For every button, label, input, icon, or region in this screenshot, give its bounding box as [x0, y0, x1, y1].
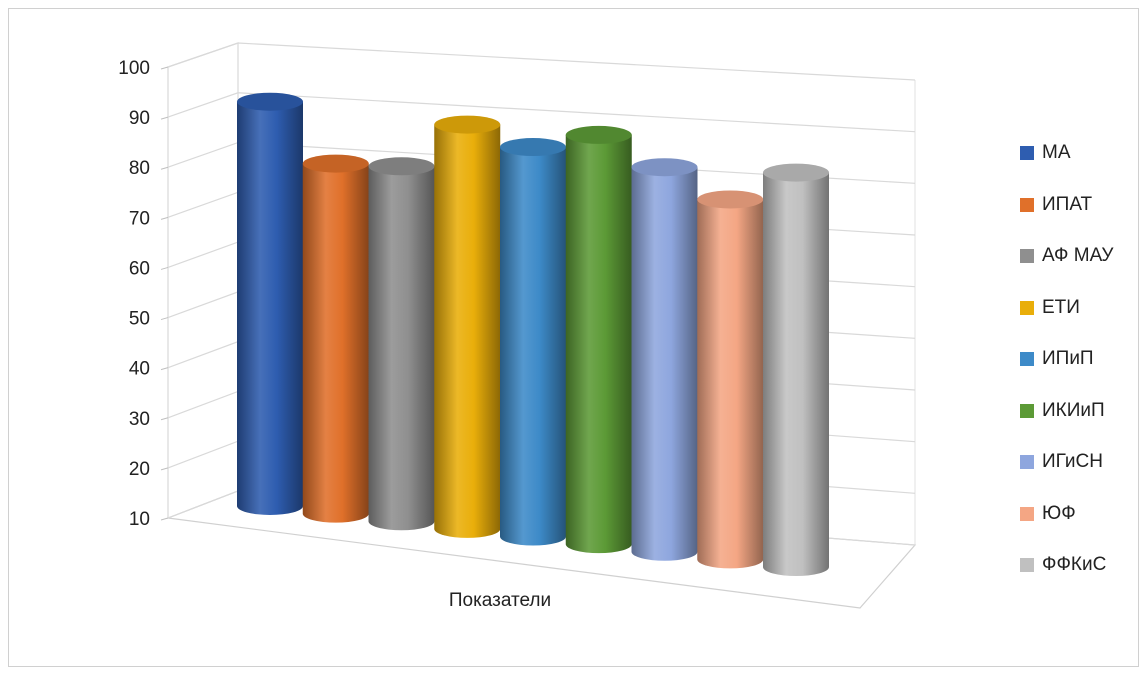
y-tick-mark	[160, 517, 169, 521]
gridline	[167, 92, 916, 133]
gridline	[167, 42, 916, 81]
y-axis-tick-labels: 10 20 30 40 50 60 70 80 90 100	[118, 58, 150, 530]
y-tick-label: 10	[129, 509, 150, 530]
bar-2	[302, 154, 369, 523]
legend-swatch	[1020, 352, 1034, 366]
bar-top	[631, 158, 698, 177]
bar-top	[302, 154, 369, 173]
y-tick-label: 70	[129, 208, 150, 229]
legend-swatch	[1020, 506, 1034, 521]
y-tick-mark	[160, 367, 169, 371]
bar-top	[368, 157, 435, 176]
y-tick-label: 60	[129, 258, 150, 279]
legend-item: ЕТИ	[1020, 297, 1080, 319]
legend-label: ФФКиС	[1042, 554, 1107, 575]
y-tick-mark	[160, 266, 169, 270]
bar-top	[237, 92, 303, 111]
bar-top	[697, 190, 764, 209]
y-tick-mark	[160, 166, 169, 170]
bar-9	[763, 163, 829, 576]
y-tick-label: 40	[129, 359, 150, 380]
legend-item: ИПАТ	[1020, 194, 1092, 216]
legend-swatch	[1020, 249, 1034, 263]
bar-body	[763, 172, 829, 576]
legend-swatch	[1020, 300, 1034, 315]
legend-label: АФ МАУ	[1042, 245, 1114, 266]
bar-5	[500, 138, 566, 546]
bar-1	[237, 92, 303, 515]
bar-body	[368, 166, 435, 531]
legend-label: ИПАТ	[1042, 193, 1093, 215]
legend-label: ЮФ	[1042, 502, 1076, 524]
bar-body	[565, 134, 632, 554]
bar-body	[697, 199, 764, 569]
legend-swatch	[1020, 146, 1034, 160]
legend-item: ЮФ	[1020, 503, 1076, 525]
legend-swatch	[1020, 558, 1034, 572]
legend-item: ИПиП	[1020, 348, 1094, 370]
y-tick-mark	[160, 317, 169, 321]
side-wall	[167, 42, 239, 519]
y-tick-label: 100	[118, 58, 150, 79]
bar-top	[763, 163, 829, 182]
legend-item: АФ МАУ	[1020, 245, 1114, 267]
bar-body	[237, 101, 303, 515]
legend-swatch	[1020, 455, 1034, 469]
y-tick-mark	[160, 66, 169, 70]
y-tick-label: 30	[129, 409, 150, 430]
y-tick-label: 20	[129, 459, 150, 480]
y-tick-mark	[160, 467, 169, 471]
bar-body	[302, 163, 369, 523]
bar-body	[500, 147, 566, 546]
legend-label: ИПиП	[1042, 348, 1094, 369]
y-tick-label: 80	[129, 158, 150, 179]
y-tick-label: 90	[129, 108, 150, 129]
bar-8	[697, 190, 764, 569]
legend-label: ИКИиП	[1042, 399, 1105, 421]
legend-label: ЕТИ	[1042, 296, 1080, 318]
legend-item: МА	[1020, 142, 1071, 164]
bar-top	[434, 115, 501, 134]
bar-7	[631, 158, 698, 561]
legend-swatch	[1020, 197, 1034, 212]
legend-item: ИГиСН	[1020, 451, 1103, 473]
y-tick-label: 50	[129, 309, 150, 330]
bar-4	[434, 115, 501, 538]
legend-swatch	[1020, 403, 1034, 418]
legend-item: ФФКиС	[1020, 554, 1106, 576]
y-tick-mark	[160, 216, 169, 220]
bar-body	[434, 124, 501, 538]
bar-body	[631, 167, 698, 561]
bar-3	[368, 157, 435, 531]
y-tick-mark	[160, 417, 169, 421]
bar-top	[500, 138, 566, 157]
y-tick-mark	[160, 116, 169, 120]
x-axis-title: Показатели	[448, 590, 552, 611]
bars	[237, 92, 829, 576]
legend-label: ИГиСН	[1042, 451, 1103, 472]
legend-label: МА	[1042, 142, 1071, 163]
legend-item: ИКИиП	[1020, 400, 1105, 422]
bar-6	[565, 125, 632, 554]
bar-top	[565, 125, 632, 144]
